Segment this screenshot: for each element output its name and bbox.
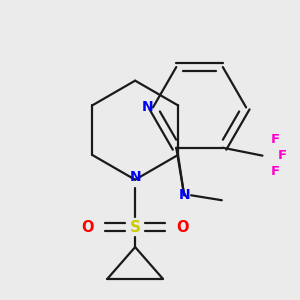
Text: F: F xyxy=(277,149,286,162)
Text: F: F xyxy=(270,165,280,178)
Text: F: F xyxy=(270,133,280,146)
Text: N: N xyxy=(142,100,154,114)
Text: N: N xyxy=(178,188,190,202)
Text: O: O xyxy=(81,220,94,235)
Text: S: S xyxy=(130,220,141,235)
Text: N: N xyxy=(129,170,141,184)
Text: O: O xyxy=(176,220,189,235)
